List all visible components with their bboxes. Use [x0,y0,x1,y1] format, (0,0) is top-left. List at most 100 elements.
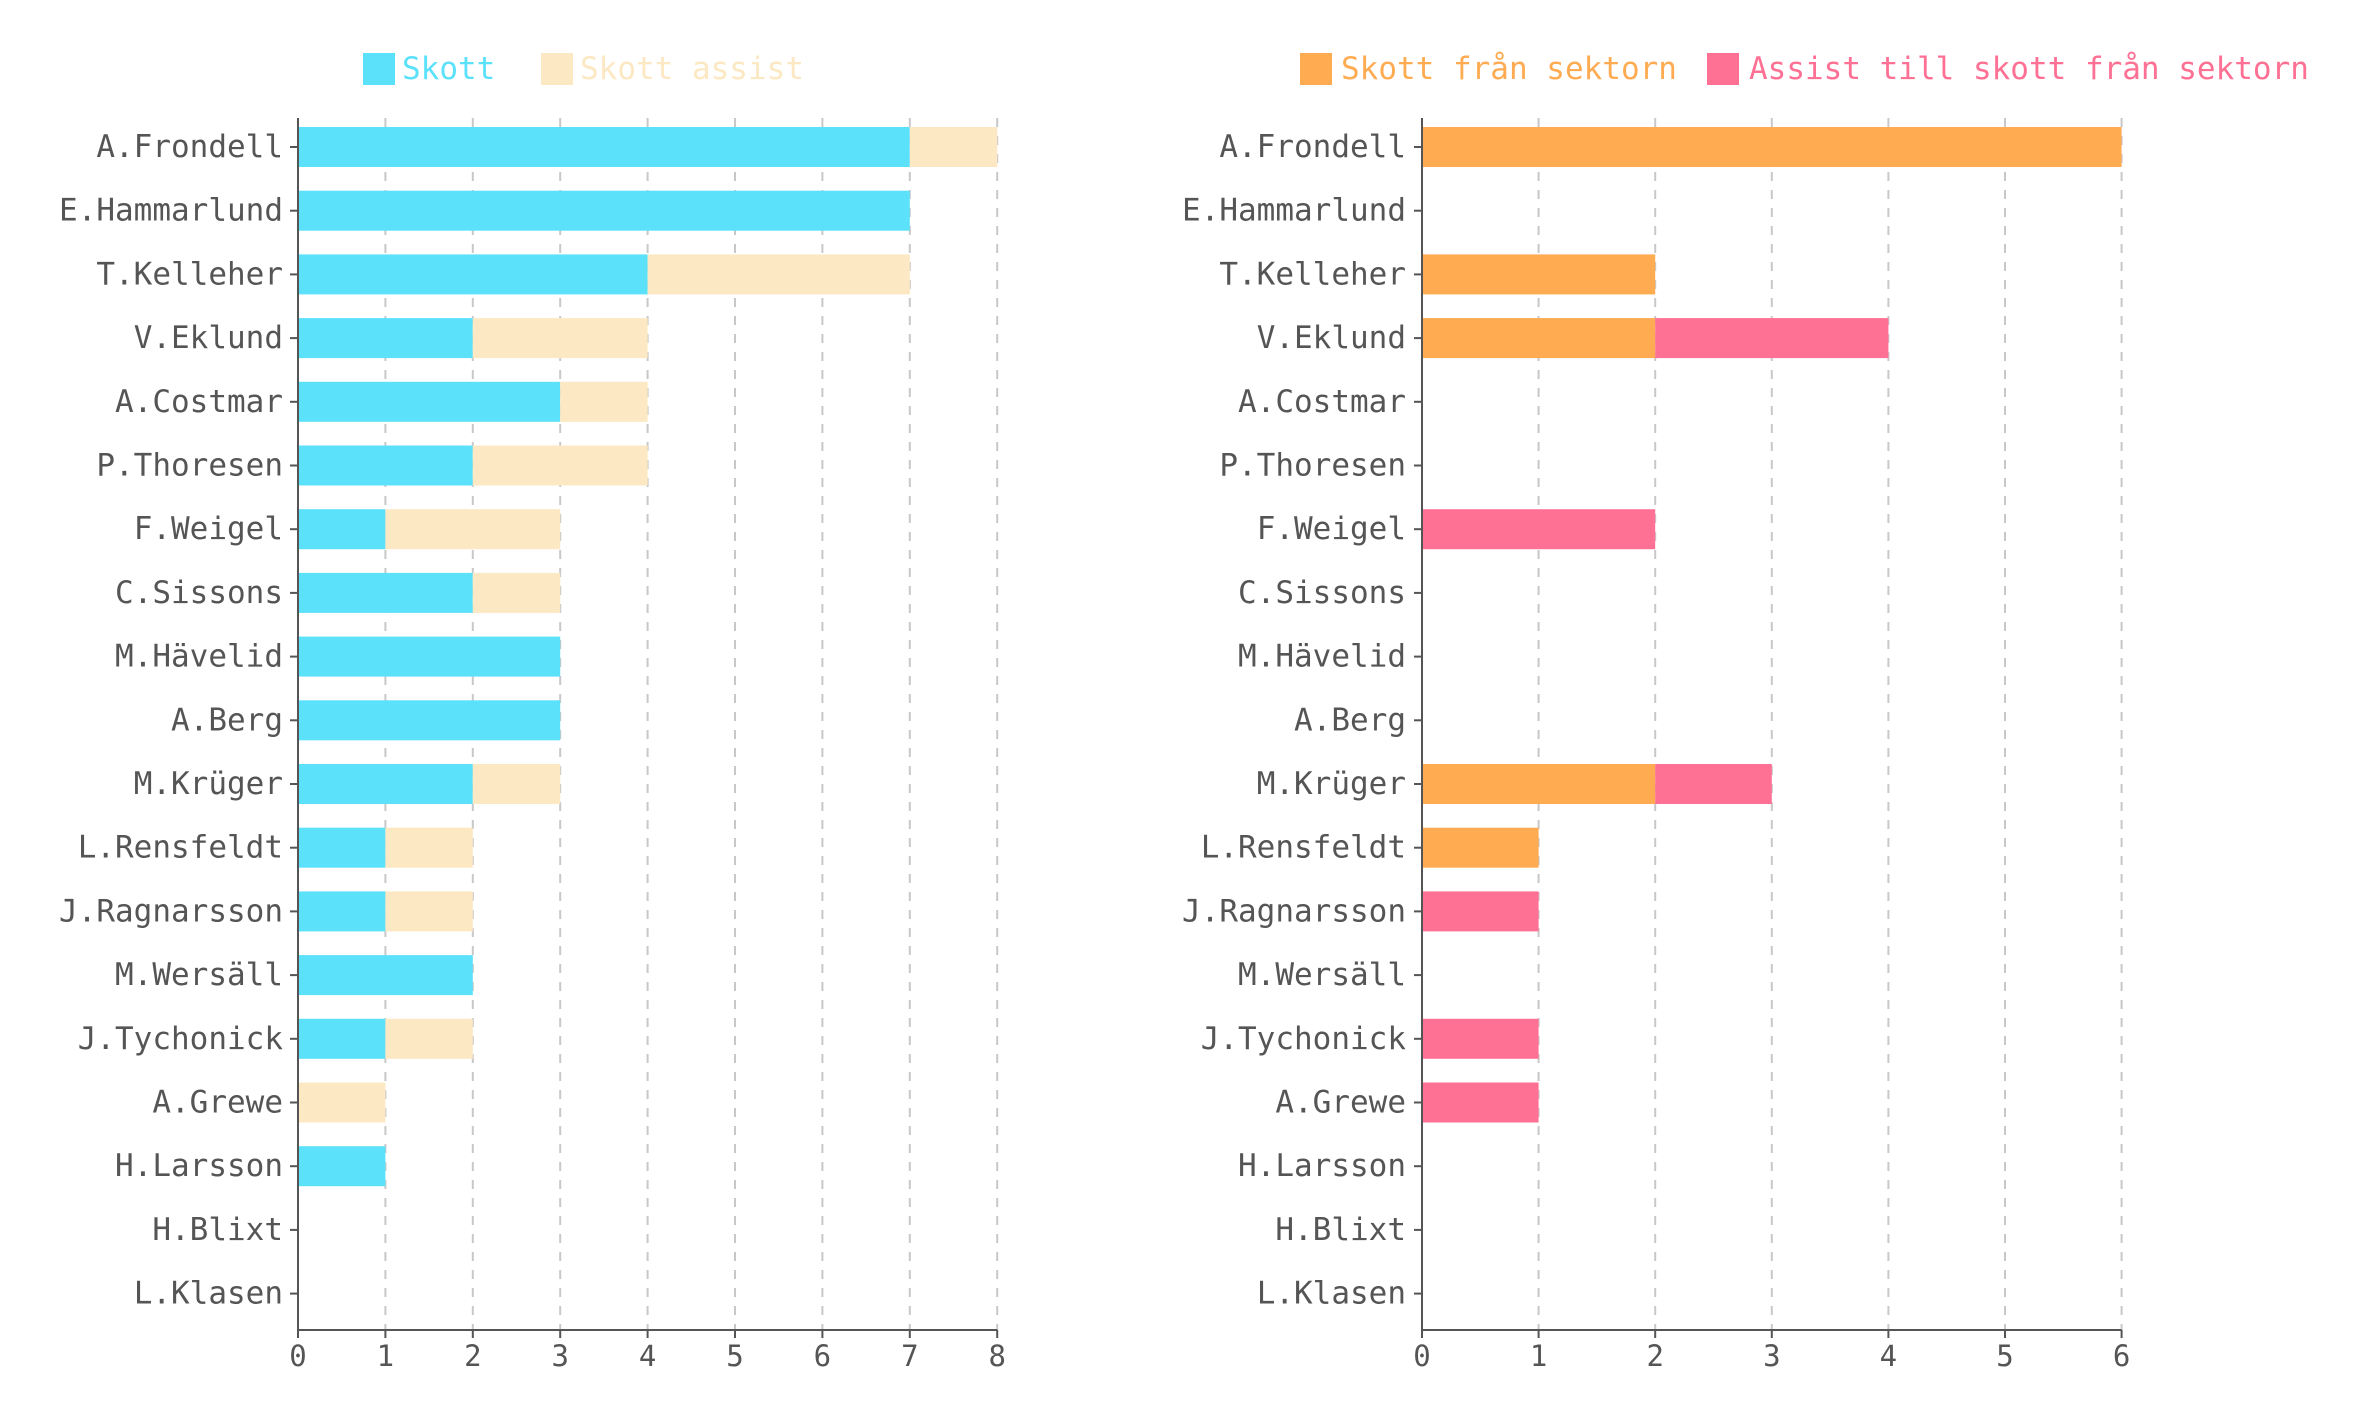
y-tick-label: P.Thoresen [96,448,283,484]
y-tick-label: E.Hammarlund [59,193,283,229]
legend-label: Skott assist [580,51,804,87]
bar-t-kelleher-series-1 [298,254,648,295]
x-tick-label: 0 [289,1339,306,1373]
y-tick-label: A.Costmar [115,384,283,420]
bar-m-h-velid-series-1 [298,636,561,677]
bar-t-kelleher-series-2 [647,254,910,295]
bar-c-sissons-series-2 [472,572,561,613]
x-tick-label: 5 [726,1339,743,1373]
bar-a-frondell-series-2 [909,127,998,167]
bar-f-weigel-series-1 [298,509,386,550]
y-tick-label: H.Blixt [1275,1212,1406,1248]
bar-j-tychonick-series-2 [1422,1018,1539,1059]
bar-j-ragnarsson-series-2 [1422,891,1539,932]
x-tick-label: 0 [1413,1339,1430,1373]
y-tick-label: V.Eklund [134,320,283,356]
legend-label: Assist till skott från sektorn [1749,51,2309,87]
x-tick-label: 3 [551,1339,568,1373]
bar-e-hammarlund-series-1 [298,190,910,231]
y-tick-label: T.Kelleher [1219,256,1406,292]
y-tick-label: J.Ragnarsson [1182,893,1406,929]
y-tick-label: M.Wersäll [1238,957,1406,993]
x-tick-label: 2 [464,1339,481,1373]
y-tick-label: A.Berg [1294,702,1406,738]
bar-p-thoresen-series-2 [472,445,648,486]
x-tick-label: 1 [377,1339,394,1373]
y-tick-label: M.Krüger [1257,766,1406,802]
x-tick-label: 2 [1646,1339,1663,1373]
y-tick-label: L.Rensfeldt [78,830,283,866]
y-tick-label: A.Berg [171,702,283,738]
y-tick-label: H.Larsson [115,1148,283,1184]
bar-f-weigel-series-2 [1422,509,1656,550]
bar-l-rensfeldt-series-1 [1422,827,1539,868]
y-tick-label: M.Wersäll [115,957,283,993]
legend-swatch [363,53,395,85]
bar-a-costmar-series-2 [560,381,648,422]
x-tick-label: 7 [901,1339,918,1373]
y-tick-label: A.Grewe [1275,1085,1406,1121]
bar-c-sissons-series-1 [298,572,473,613]
bar-h-larsson-series-1 [298,1146,386,1187]
bar-j-tychonick-series-2 [385,1018,473,1059]
bar-l-rensfeldt-series-1 [298,827,386,868]
x-tick-label: 5 [1996,1339,2013,1373]
bar-m-kr-ger-series-1 [298,764,473,804]
y-tick-label: M.Hävelid [1238,639,1406,675]
y-tick-label: A.Frondell [96,129,283,165]
legend-label: Skott [402,51,495,87]
bar-j-ragnarsson-series-2 [385,891,473,932]
bar-m-kr-ger-series-2 [1655,764,1772,804]
bar-a-costmar-series-1 [298,381,561,422]
y-tick-label: F.Weigel [134,511,283,547]
y-tick-label: T.Kelleher [96,256,283,292]
y-tick-label: C.Sissons [115,575,283,611]
chart-panel-2: A.Frondell E.Hammarlund T.Kelleher V.Eklund… [1182,51,2309,1373]
y-tick-label: E.Hammarlund [1182,193,1406,229]
bar-a-grewe-series-2 [1422,1082,1539,1123]
x-tick-label: 4 [1880,1339,1897,1373]
y-tick-label: A.Grewe [152,1085,283,1121]
chart-panel-1: A.Frondell E.Hammarlund T.Kelleher V.Eklund… [59,51,1006,1373]
y-tick-label: H.Larsson [1238,1148,1406,1184]
legend-swatch [541,53,573,85]
x-tick-label: 3 [1763,1339,1780,1373]
bar-m-wers-ll-series-1 [298,955,473,996]
x-tick-label: 6 [2113,1339,2130,1373]
y-tick-label: A.Costmar [1238,384,1406,420]
bar-v-eklund-series-2 [1655,318,1889,359]
legend-swatch [1300,53,1332,85]
y-tick-label: M.Krüger [134,766,283,802]
bar-a-frondell-series-1 [1422,127,2122,167]
x-tick-label: 8 [988,1339,1005,1373]
y-tick-label: F.Weigel [1257,511,1406,547]
y-tick-label: J.Tychonick [1201,1021,1407,1057]
bar-m-kr-ger-series-1 [1422,764,1656,804]
bar-f-weigel-series-2 [385,509,561,550]
y-tick-label: L.Klasen [134,1276,283,1312]
bar-a-grewe-series-2 [298,1082,386,1123]
y-tick-label: J.Tychonick [78,1021,284,1057]
bar-p-thoresen-series-1 [298,445,473,486]
y-tick-label: H.Blixt [152,1212,283,1248]
bar-m-kr-ger-series-2 [472,764,561,804]
y-tick-label: P.Thoresen [1219,448,1406,484]
bar-v-eklund-series-1 [1422,318,1656,359]
x-tick-label: 6 [814,1339,831,1373]
legend-label: Skott från sektorn [1341,51,1677,87]
bar-a-berg-series-1 [298,700,561,741]
y-tick-label: L.Klasen [1257,1276,1406,1312]
y-tick-label: V.Eklund [1257,320,1406,356]
x-tick-label: 1 [1530,1339,1547,1373]
y-tick-label: A.Frondell [1219,129,1406,165]
bar-v-eklund-series-2 [472,318,648,359]
y-tick-label: J.Ragnarsson [59,893,283,929]
bar-j-tychonick-series-1 [298,1018,386,1059]
bar-v-eklund-series-1 [298,318,473,359]
bar-t-kelleher-series-1 [1422,254,1656,295]
legend-swatch [1707,53,1739,85]
bar-j-ragnarsson-series-1 [298,891,386,932]
bar-l-rensfeldt-series-2 [385,827,473,868]
